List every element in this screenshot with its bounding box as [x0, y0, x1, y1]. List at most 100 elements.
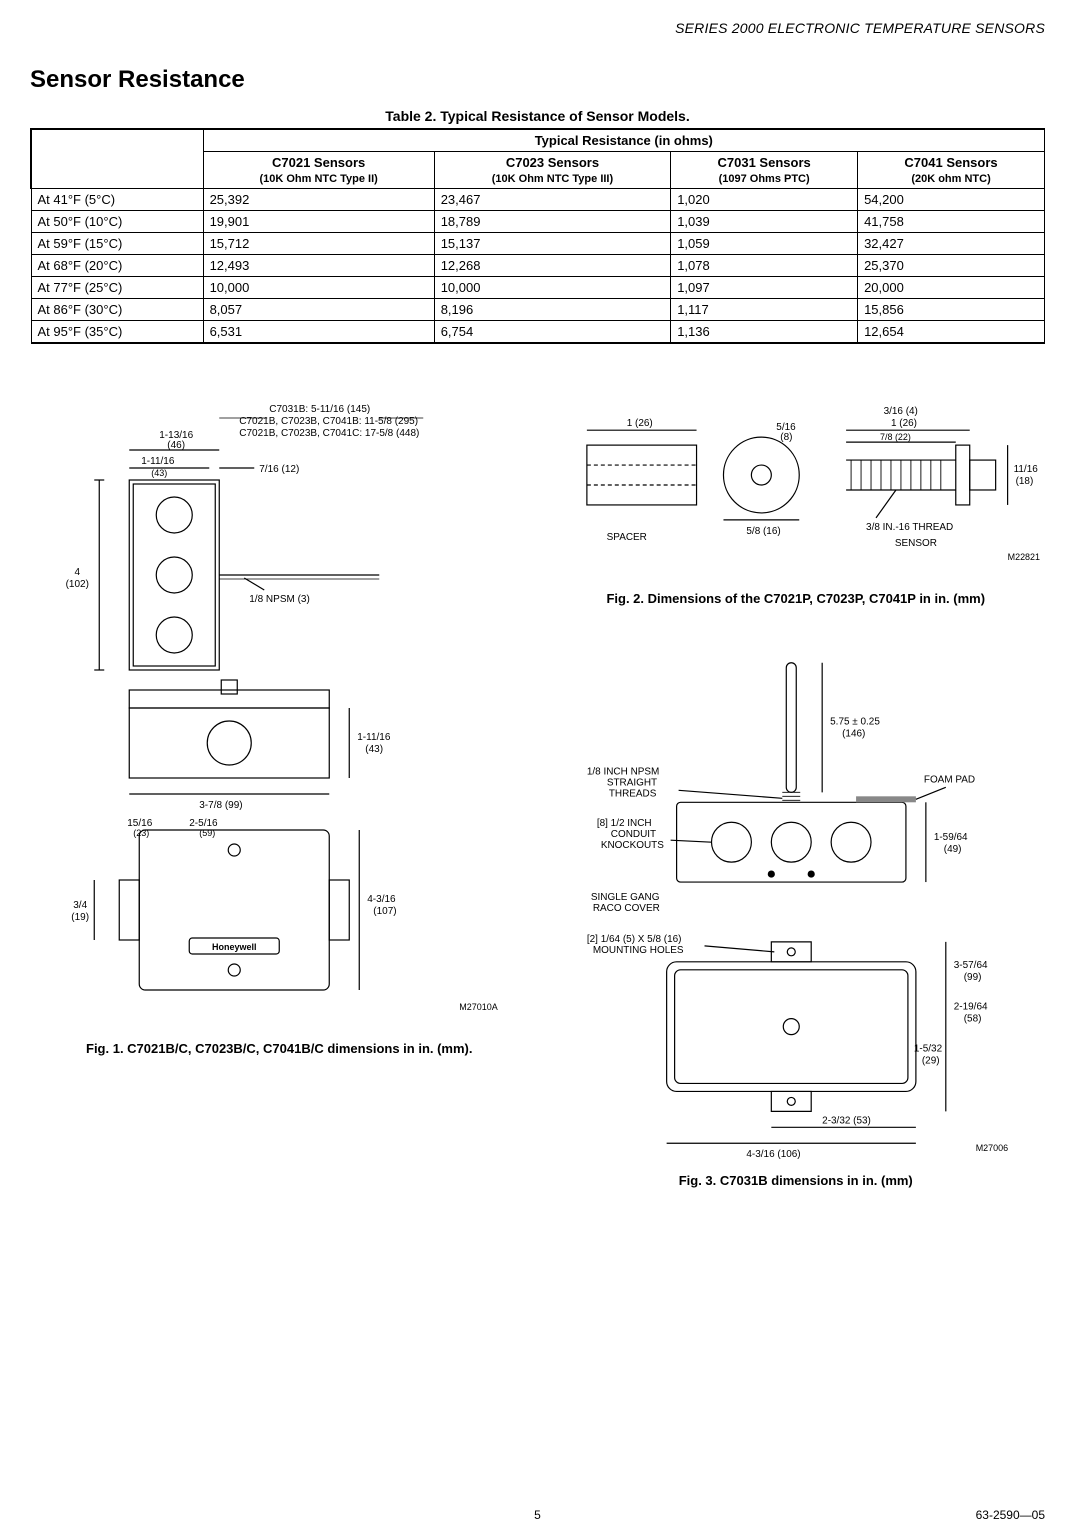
svg-text:(46): (46)	[167, 440, 185, 451]
figure-3-drawing: FOAM PAD 1/8 INCH NPSM STRAIGHT THREADS …	[547, 642, 1046, 1165]
cell: 1,020	[671, 189, 858, 211]
svg-text:1/8 INCH NPSM: 1/8 INCH NPSM	[586, 766, 658, 777]
svg-text:(19): (19)	[71, 912, 89, 923]
figure-1-caption: Fig. 1. C7021B/C, C7023B/C, C7041B/C dim…	[30, 1041, 529, 1056]
svg-text:1/8 NPSM (3): 1/8 NPSM (3)	[249, 594, 310, 605]
svg-text:M27006: M27006	[975, 1143, 1007, 1153]
svg-text:THREADS: THREADS	[608, 788, 656, 799]
table-row: At 95°F (35°C)6,5316,7541,13612,654	[31, 321, 1045, 344]
svg-text:[2] 1/64 (5) X 5/8 (16): [2] 1/64 (5) X 5/8 (16)	[586, 934, 681, 945]
svg-text:1 (26): 1 (26)	[890, 418, 916, 429]
cell: 15,712	[203, 233, 434, 255]
section-title: Sensor Resistance	[30, 66, 1045, 94]
svg-text:3/4: 3/4	[73, 900, 87, 911]
row-label: At 68°F (20°C)	[31, 255, 203, 277]
doc-number: 63-2590—05	[976, 1508, 1045, 1522]
cell: 1,136	[671, 321, 858, 344]
svg-text:(58): (58)	[963, 1014, 981, 1025]
svg-text:1-59/64: 1-59/64	[933, 832, 967, 843]
row-label: At 86°F (30°C)	[31, 299, 203, 321]
svg-text:(43): (43)	[151, 468, 167, 478]
svg-text:(23): (23)	[133, 828, 149, 838]
svg-text:(29): (29)	[921, 1056, 939, 1067]
cell: 1,078	[671, 255, 858, 277]
svg-text:7/16 (12): 7/16 (12)	[259, 464, 299, 475]
svg-text:(107): (107)	[373, 906, 396, 917]
table-row: At 50°F (10°C)19,90118,7891,03941,758	[31, 211, 1045, 233]
svg-text:(102): (102)	[66, 579, 89, 590]
svg-text:1-5/32: 1-5/32	[913, 1044, 942, 1055]
svg-text:2-3/32 (53): 2-3/32 (53)	[822, 1115, 871, 1126]
svg-text:(43): (43)	[365, 744, 383, 755]
svg-text:SPACER: SPACER	[606, 532, 646, 543]
table-row: At 77°F (25°C)10,00010,0001,09720,000	[31, 277, 1045, 299]
cell: 12,654	[858, 321, 1045, 344]
svg-text:C7021B, C7023B, C7041C: 17-5/8: C7021B, C7023B, C7041C: 17-5/8 (448)	[239, 428, 419, 439]
cell: 41,758	[858, 211, 1045, 233]
cell: 18,789	[434, 211, 670, 233]
cell: 32,427	[858, 233, 1045, 255]
col-head-4: C7041 Sensors(20K ohm NTC)	[858, 152, 1045, 189]
cell: 8,057	[203, 299, 434, 321]
cell: 54,200	[858, 189, 1045, 211]
cell: 6,754	[434, 321, 670, 344]
svg-text:(8): (8)	[780, 432, 792, 443]
cell: 10,000	[434, 277, 670, 299]
svg-text:(146): (146)	[842, 728, 865, 739]
resistance-table: Typical Resistance (in ohms) C7021 Senso…	[30, 128, 1045, 344]
cell: 10,000	[203, 277, 434, 299]
cell: 25,392	[203, 189, 434, 211]
cell: 6,531	[203, 321, 434, 344]
svg-text:5.75 ± 0.25: 5.75 ± 0.25	[830, 717, 880, 728]
svg-text:SINGLE GANG: SINGLE GANG	[590, 892, 659, 903]
row-label: At 59°F (15°C)	[31, 233, 203, 255]
svg-text:4: 4	[74, 567, 80, 578]
cell: 12,493	[203, 255, 434, 277]
table-corner-blank	[31, 129, 203, 189]
table-header-span: Typical Resistance (in ohms)	[203, 129, 1044, 152]
svg-text:7/8 (22): 7/8 (22)	[879, 432, 910, 442]
svg-text:3-7/8 (99): 3-7/8 (99)	[199, 800, 242, 811]
svg-text:(18): (18)	[1015, 476, 1033, 487]
col-head-1: C7021 Sensors(10K Ohm NTC Type II)	[203, 152, 434, 189]
cell: 23,467	[434, 189, 670, 211]
svg-text:FOAM PAD: FOAM PAD	[923, 774, 974, 785]
svg-text:(99): (99)	[963, 972, 981, 983]
svg-text:3/16 (4): 3/16 (4)	[883, 406, 917, 417]
row-label: At 95°F (35°C)	[31, 321, 203, 344]
svg-text:3-57/64: 3-57/64	[953, 960, 987, 971]
svg-text:3/8 IN.-16 THREAD: 3/8 IN.-16 THREAD	[866, 522, 953, 533]
svg-text:Honeywell: Honeywell	[212, 942, 257, 952]
cell: 20,000	[858, 277, 1045, 299]
svg-text:C7031B: 5-11/16 (145): C7031B: 5-11/16 (145)	[269, 404, 370, 415]
svg-text:SENSOR: SENSOR	[894, 538, 936, 549]
cell: 8,196	[434, 299, 670, 321]
cell: 12,268	[434, 255, 670, 277]
cell: 15,856	[858, 299, 1045, 321]
cell: 15,137	[434, 233, 670, 255]
svg-text:11/16: 11/16	[1013, 464, 1038, 475]
svg-text:KNOCKOUTS: KNOCKOUTS	[600, 840, 663, 851]
row-label: At 41°F (5°C)	[31, 189, 203, 211]
svg-text:4-3/16 (106): 4-3/16 (106)	[746, 1149, 800, 1160]
svg-text:[8] 1/2 INCH: [8] 1/2 INCH	[596, 818, 651, 829]
cell: 25,370	[858, 255, 1045, 277]
table-row: At 86°F (30°C)8,0578,1961,11715,856	[31, 299, 1045, 321]
svg-text:(49): (49)	[943, 844, 961, 855]
table-row: At 41°F (5°C)25,39223,4671,02054,200	[31, 189, 1045, 211]
col-head-3: C7031 Sensors(1097 Ohms PTC)	[671, 152, 858, 189]
svg-text:CONDUIT: CONDUIT	[610, 829, 655, 840]
svg-text:RACO COVER: RACO COVER	[592, 903, 659, 914]
page-number: 5	[534, 1508, 541, 1522]
svg-text:STRAIGHT: STRAIGHT	[606, 777, 656, 788]
cell: 19,901	[203, 211, 434, 233]
row-label: At 77°F (25°C)	[31, 277, 203, 299]
svg-text:2-19/64: 2-19/64	[953, 1002, 987, 1013]
running-header: SERIES 2000 ELECTRONIC TEMPERATURE SENSO…	[30, 20, 1045, 36]
figure-2-drawing: 1 (26) SPACER 5/16(8) 5/8 (16)	[547, 390, 1046, 583]
svg-text:M22821: M22821	[1007, 552, 1039, 562]
cell: 1,117	[671, 299, 858, 321]
figure-1-drawing: 4 (102) 1-13/16(46) 1-11/16(43) 7/16 (12…	[30, 390, 529, 1033]
svg-text:1 (26): 1 (26)	[626, 418, 652, 429]
figure-3-caption: Fig. 3. C7031B dimensions in in. (mm)	[547, 1173, 1046, 1188]
